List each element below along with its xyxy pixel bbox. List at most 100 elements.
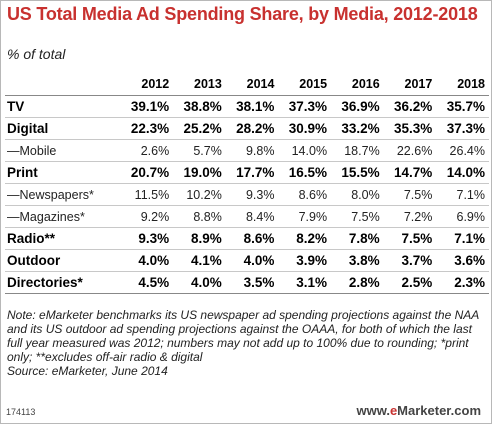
table-cell: 14.0% — [436, 161, 489, 184]
table-cell: 9.3% — [120, 227, 174, 250]
column-header: 2014 — [225, 73, 279, 96]
row-label: Directories* — [5, 271, 121, 294]
table-cell: 4.0% — [225, 249, 279, 272]
table-cell: 7.5% — [331, 205, 384, 228]
table-cell: 28.2% — [225, 117, 279, 140]
data-table: 2012 2013 2014 2015 2016 2017 2018 TV 39.1% 38.8… — [5, 73, 489, 294]
table-cell: 22.3% — [120, 117, 174, 140]
table-cell: 14.7% — [383, 161, 437, 184]
table-cell: 8.6% — [278, 183, 332, 206]
table-cell: 30.9% — [278, 117, 332, 140]
table-cell: 3.5% — [225, 271, 279, 294]
table-cell: 4.0% — [173, 271, 226, 294]
table-cell: 26.4% — [436, 139, 489, 162]
table-body: TV 39.1% 38.8% 38.1% 37.3% 36.9% 36.2% 35.7% Dig… — [5, 95, 489, 294]
table-cell: 17.7% — [225, 161, 279, 184]
table-row: —Mobile 2.6% 5.7% 9.8% 14.0% 18.7% 22.6% 26.4% — [5, 139, 489, 162]
note-text: Note: eMarketer benchmarks its US newspa… — [7, 308, 479, 364]
table-cell: 9.8% — [225, 139, 279, 162]
table-cell: 8.6% — [225, 227, 279, 250]
column-header: 2015 — [278, 73, 332, 96]
table-cell: 7.5% — [383, 183, 437, 206]
emarketer-logo[interactable]: www.eMarketer.com — [356, 403, 481, 418]
table-row: —Newspapers* 11.5% 10.2% 9.3% 8.6% 8.0% 7.5% 7.… — [5, 183, 489, 206]
table-cell: 38.8% — [173, 95, 226, 118]
logo-suffix: .com — [450, 403, 481, 418]
logo-brand-rest: Marketer — [397, 403, 451, 418]
logo-prefix: www. — [356, 403, 390, 418]
table-cell: 5.7% — [173, 139, 226, 162]
table-cell: 9.3% — [225, 183, 279, 206]
chart-id: 174113 — [6, 407, 36, 417]
source-text: Source: eMarketer, June 2014 — [7, 364, 168, 378]
table-cell: 3.6% — [436, 249, 489, 272]
column-header: 2017 — [383, 73, 437, 96]
table-cell: 8.8% — [173, 205, 226, 228]
table-cell: 36.9% — [331, 95, 384, 118]
row-label: Digital — [5, 117, 121, 140]
table-cell: 7.5% — [383, 227, 437, 250]
chart-title: US Total Media Ad Spending Share, by Med… — [7, 4, 478, 24]
table-cell: 2.8% — [331, 271, 384, 294]
row-label: Outdoor — [5, 249, 121, 272]
table-cell: 8.2% — [278, 227, 332, 250]
table-cell: 9.2% — [120, 205, 174, 228]
row-label: —Magazines* — [5, 205, 121, 228]
table-cell: 38.1% — [225, 95, 279, 118]
table-row: Digital 22.3% 25.2% 28.2% 30.9% 33.2% 35.3% 37.… — [5, 117, 489, 140]
table-cell: 4.5% — [120, 271, 174, 294]
table-cell: 3.7% — [383, 249, 437, 272]
table-cell: 7.1% — [436, 183, 489, 206]
table-cell: 19.0% — [173, 161, 226, 184]
table-cell: 2.3% — [436, 271, 489, 294]
table-cell: 37.3% — [436, 117, 489, 140]
table-cell: 18.7% — [331, 139, 384, 162]
row-label: Radio** — [5, 227, 121, 250]
column-header: 2013 — [173, 73, 226, 96]
row-label: TV — [5, 95, 121, 118]
table-cell: 14.0% — [278, 139, 332, 162]
table-cell: 7.8% — [331, 227, 384, 250]
row-label: —Newspapers* — [5, 183, 121, 206]
table-cell: 2.6% — [120, 139, 174, 162]
table-cell: 33.2% — [331, 117, 384, 140]
table-row: —Magazines* 9.2% 8.8% 8.4% 7.9% 7.5% 7.2% 6.9% — [5, 205, 489, 228]
table-cell: 7.9% — [278, 205, 332, 228]
table-cell: 11.5% — [120, 183, 174, 206]
table-cell: 37.3% — [278, 95, 332, 118]
table-cell: 35.3% — [383, 117, 437, 140]
table-cell: 39.1% — [120, 95, 174, 118]
chart-note: Note: eMarketer benchmarks its US newspa… — [7, 308, 489, 378]
table-cell: 4.1% — [173, 249, 226, 272]
table-cell: 3.9% — [278, 249, 332, 272]
table-cell: 3.1% — [278, 271, 332, 294]
table-cell: 8.9% — [173, 227, 226, 250]
table-cell: 8.0% — [331, 183, 384, 206]
table-row: Directories* 4.5% 4.0% 3.5% 3.1% 2.8% 2.5% 2.3% — [5, 271, 489, 294]
table-cell: 16.5% — [278, 161, 332, 184]
table-cell: 20.7% — [120, 161, 174, 184]
table-row: Radio** 9.3% 8.9% 8.6% 8.2% 7.8% 7.5% 7.1% — [5, 227, 489, 250]
column-header: 2012 — [120, 73, 174, 96]
table-cell: 15.5% — [331, 161, 384, 184]
table-cell: 6.9% — [436, 205, 489, 228]
table-cell: 2.5% — [383, 271, 437, 294]
row-label: —Mobile — [5, 139, 121, 162]
table-row: TV 39.1% 38.8% 38.1% 37.3% 36.9% 36.2% 35.7% — [5, 95, 489, 118]
header-corner — [5, 73, 121, 96]
table-cell: 25.2% — [173, 117, 226, 140]
column-header: 2018 — [436, 73, 489, 96]
table-cell: 7.1% — [436, 227, 489, 250]
row-label: Print — [5, 161, 121, 184]
header-row: 2012 2013 2014 2015 2016 2017 2018 — [5, 73, 489, 96]
table-cell: 35.7% — [436, 95, 489, 118]
column-header: 2016 — [331, 73, 384, 96]
table-cell: 4.0% — [120, 249, 174, 272]
table-cell: 8.4% — [225, 205, 279, 228]
table-row: Print 20.7% 19.0% 17.7% 16.5% 15.5% 14.7% 14.0% — [5, 161, 489, 184]
chart-subtitle: % of total — [7, 46, 66, 62]
table-cell: 36.2% — [383, 95, 437, 118]
logo-brand-e: e — [389, 403, 398, 418]
table-cell: 22.6% — [383, 139, 437, 162]
